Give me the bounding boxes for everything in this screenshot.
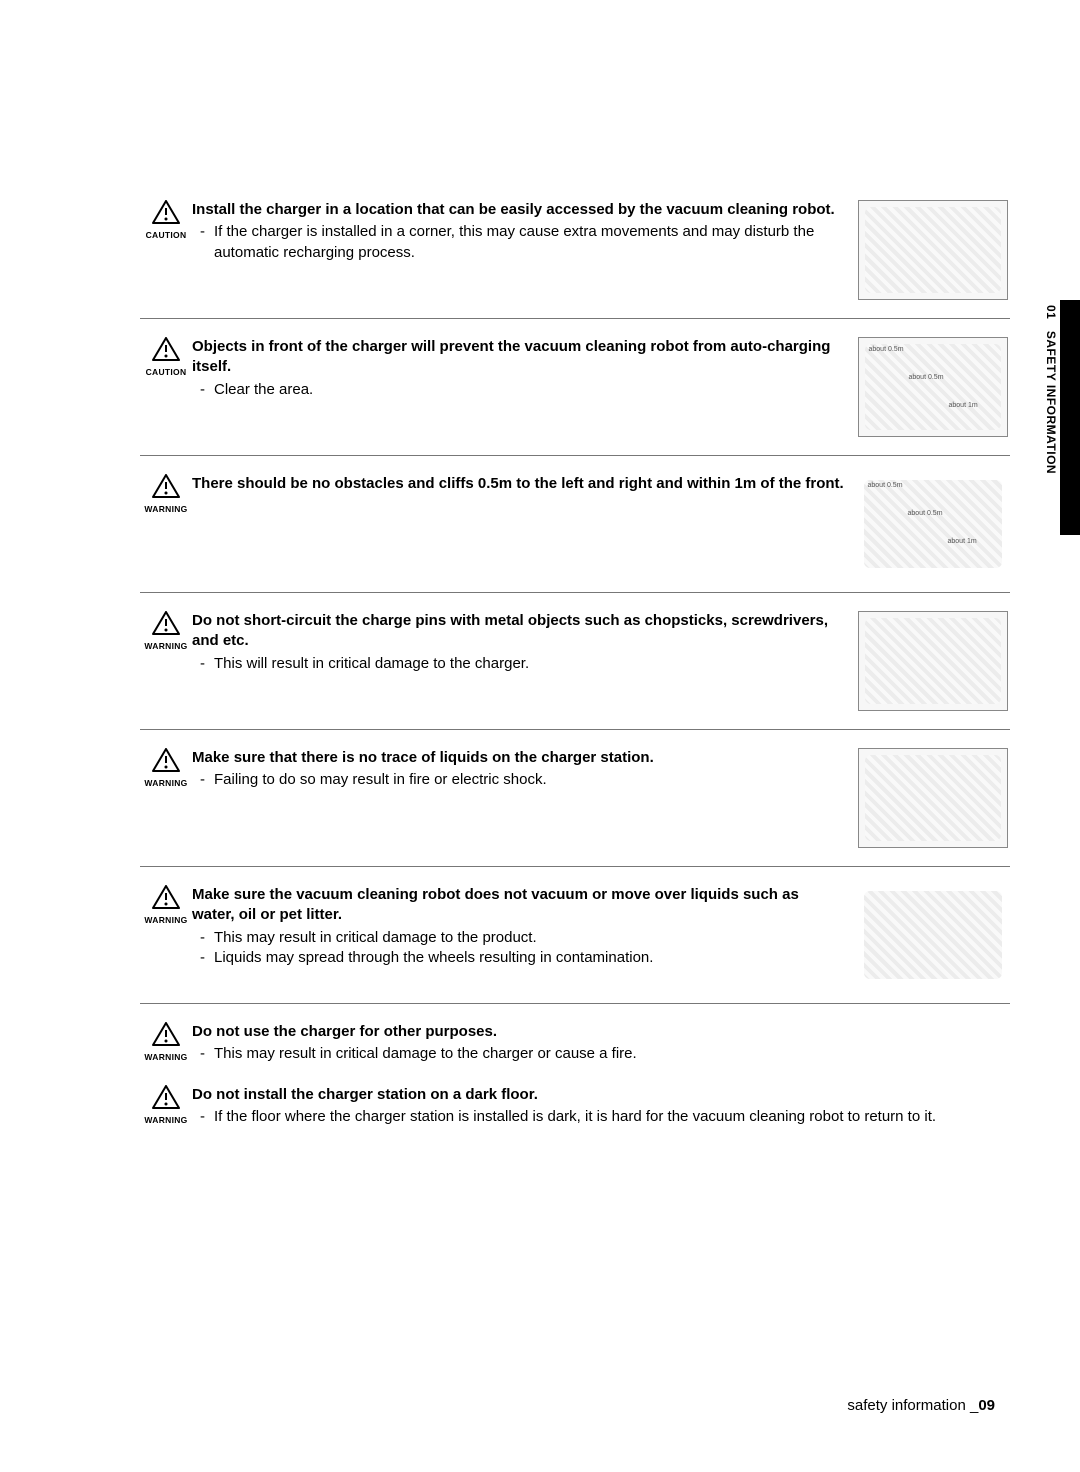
safety-item-text: Do not use the charger for other purpose…	[192, 1022, 1010, 1065]
safety-item-text: There should be no obstacles and cliffs …	[192, 474, 855, 494]
safety-item-heading: Objects in front of the charger will pre…	[192, 337, 845, 378]
section-side-tab: 01 SAFETY INFORMATION	[1042, 300, 1080, 535]
safety-item-heading: Do not short-circuit the charge pins wit…	[192, 611, 845, 652]
safety-item: WARNINGThere should be no obstacles and …	[140, 474, 1010, 593]
illustration-label: about 0.5m	[869, 346, 904, 353]
safety-items-list: CAUTIONInstall the charger in a location…	[140, 200, 1010, 1137]
safety-item-text: Make sure that there is no trace of liqu…	[192, 748, 855, 791]
safety-item-illustration	[855, 885, 1010, 985]
icon-label: WARNING	[140, 915, 192, 925]
safety-item-bullet: This may result in critical damage to th…	[192, 928, 845, 948]
warning-icon: WARNING	[140, 885, 192, 925]
safety-item-illustration: about 0.5m about 0.5m about 1m	[855, 337, 1010, 437]
safety-item-heading: Install the charger in a location that c…	[192, 200, 845, 220]
warning-icon: WARNING	[140, 474, 192, 514]
icon-label: WARNING	[140, 504, 192, 514]
safety-item-bullets: This may result in critical damage to th…	[192, 928, 845, 969]
safety-item-heading: Do not install the charger station on a …	[192, 1085, 1000, 1105]
safety-item-bullets: If the floor where the charger station i…	[192, 1107, 1000, 1127]
side-tab-number: 01	[1044, 305, 1058, 319]
safety-item-bullets: This may result in critical damage to th…	[192, 1044, 1000, 1064]
safety-item-bullet: If the charger is installed in a corner,…	[192, 222, 845, 263]
safety-item-bullets: This will result in critical damage to t…	[192, 654, 845, 674]
safety-item-bullets: Failing to do so may result in fire or e…	[192, 770, 845, 790]
warning-icon: WARNING	[140, 611, 192, 651]
safety-item: WARNINGDo not use the charger for other …	[140, 1022, 1010, 1075]
safety-item-illustration	[855, 748, 1010, 848]
safety-item-bullets: Clear the area.	[192, 380, 845, 400]
illustration-label: about 0.5m	[908, 510, 943, 517]
safety-item-bullet: Clear the area.	[192, 380, 845, 400]
icon-label: CAUTION	[140, 230, 192, 240]
illustration-no-liquid-on-charger	[858, 748, 1008, 848]
illustration-clearance-arcs: about 0.5m about 0.5m about 1m	[858, 337, 1008, 437]
safety-item-bullet: This will result in critical damage to t…	[192, 654, 845, 674]
safety-item-text: Do not install the charger station on a …	[192, 1085, 1010, 1128]
illustration-screwdriver-on-pins	[858, 611, 1008, 711]
side-tab-label: 01 SAFETY INFORMATION	[1044, 305, 1058, 474]
warning-icon: WARNING	[140, 1085, 192, 1125]
safety-item-text: Make sure the vacuum cleaning robot does…	[192, 885, 855, 968]
safety-item-bullet: This may result in critical damage to th…	[192, 1044, 1000, 1064]
safety-item: WARNINGMake sure the vacuum cleaning rob…	[140, 885, 1010, 1004]
side-tab-bar	[1060, 300, 1080, 535]
safety-item-text: Install the charger in a location that c…	[192, 200, 855, 263]
safety-item-heading: Make sure that there is no trace of liqu…	[192, 748, 845, 768]
icon-label: CAUTION	[140, 367, 192, 377]
safety-item-illustration: about 0.5m about 0.5m about 1m	[855, 474, 1010, 574]
illustration-label: about 1m	[949, 402, 978, 409]
safety-item-heading: There should be no obstacles and cliffs …	[192, 474, 845, 494]
caution-icon: CAUTION	[140, 200, 192, 240]
footer-page-number: 09	[978, 1397, 995, 1414]
warning-icon: WARNING	[140, 1022, 192, 1062]
caution-icon: CAUTION	[140, 337, 192, 377]
icon-label: WARNING	[140, 1052, 192, 1062]
illustration-robot-over-liquid-x	[858, 885, 1008, 985]
footer-text: safety information _	[847, 1397, 978, 1414]
safety-item: WARNINGDo not short-circuit the charge p…	[140, 611, 1010, 730]
illustration-label: about 0.5m	[868, 482, 903, 489]
side-tab-title: SAFETY INFORMATION	[1044, 331, 1058, 474]
safety-item-bullet: Liquids may spread through the wheels re…	[192, 948, 845, 968]
illustration-label: about 0.5m	[909, 374, 944, 381]
safety-item-heading: Make sure the vacuum cleaning robot does…	[192, 885, 845, 926]
illustration-charger-clearance: about 0.5m about 0.5m about 1m	[858, 474, 1008, 574]
page: 01 SAFETY INFORMATION CAUTIONInstall the…	[0, 0, 1080, 1472]
safety-item-text: Do not short-circuit the charge pins wit…	[192, 611, 855, 674]
illustration-label: about 1m	[948, 538, 977, 545]
safety-item-bullet: If the floor where the charger station i…	[192, 1107, 1000, 1127]
safety-item-bullet: Failing to do so may result in fire or e…	[192, 770, 845, 790]
safety-item-text: Objects in front of the charger will pre…	[192, 337, 855, 400]
warning-icon: WARNING	[140, 748, 192, 788]
icon-label: WARNING	[140, 641, 192, 651]
safety-item: CAUTIONObjects in front of the charger w…	[140, 337, 1010, 456]
icon-label: WARNING	[140, 1115, 192, 1125]
safety-item-illustration	[855, 200, 1010, 300]
illustration-robot-in-corner-question	[858, 200, 1008, 300]
safety-item: CAUTIONInstall the charger in a location…	[140, 200, 1010, 319]
safety-item-illustration	[855, 611, 1010, 711]
safety-item-heading: Do not use the charger for other purpose…	[192, 1022, 1000, 1042]
safety-item-bullets: If the charger is installed in a corner,…	[192, 222, 845, 263]
safety-item: WARNINGDo not install the charger statio…	[140, 1085, 1010, 1138]
safety-item: WARNINGMake sure that there is no trace …	[140, 748, 1010, 867]
icon-label: WARNING	[140, 778, 192, 788]
page-footer: safety information _09	[847, 1397, 995, 1414]
